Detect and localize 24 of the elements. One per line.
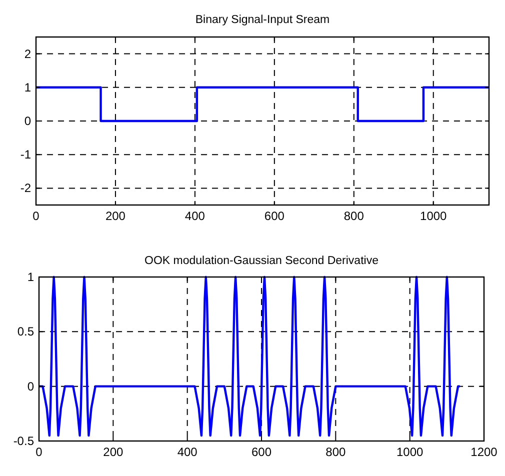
line-series xyxy=(38,276,461,437)
y-tick-label: -0.5 xyxy=(13,434,34,448)
y-tick-label: 1 xyxy=(27,270,34,284)
x-tick-label: 800 xyxy=(326,445,346,459)
x-tick-label: 600 xyxy=(251,445,272,459)
x-tick-label: 400 xyxy=(177,445,198,459)
x-tick-label: 1200 xyxy=(470,445,498,459)
chart-title: Binary Signal-Input Sream xyxy=(195,14,330,26)
x-tick-label: 200 xyxy=(103,445,124,459)
chart-title: OOK modulation-Gaussian Second Derivative xyxy=(144,255,378,267)
y-tick-label: 0.5 xyxy=(17,324,34,339)
x-tick-label: 0 xyxy=(36,445,43,459)
x-tick-label: 200 xyxy=(105,209,126,223)
x-tick-label: 1000 xyxy=(396,445,424,459)
x-tick-label: 1000 xyxy=(420,209,448,223)
y-tick-label: -1 xyxy=(20,148,32,162)
y-tick-label: 2 xyxy=(24,46,32,61)
y-tick-label: 1 xyxy=(24,80,32,94)
y-tick-label: 0 xyxy=(27,379,34,394)
y-tick-label: -2 xyxy=(20,181,32,196)
y-tick-label: 0 xyxy=(24,114,32,128)
x-tick-label: 800 xyxy=(344,209,364,223)
x-tick-label: 600 xyxy=(264,209,285,223)
x-tick-label: 400 xyxy=(184,209,206,223)
